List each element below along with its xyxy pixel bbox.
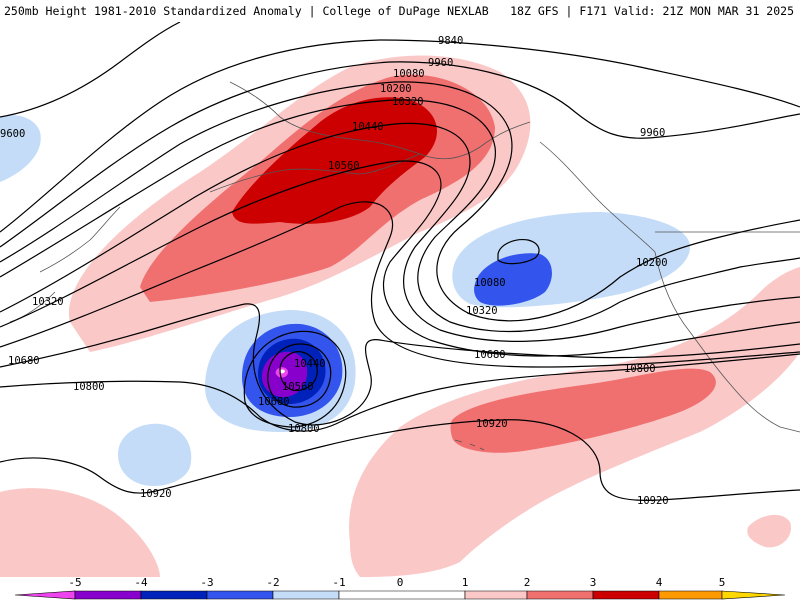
contour-10440 xyxy=(0,160,800,357)
anomaly-neg1-nw xyxy=(0,115,41,182)
contour-9840 xyxy=(0,39,800,233)
label-10560-north: 10560 xyxy=(328,160,360,172)
coast-uswest xyxy=(654,251,731,385)
colorbar-tick-labels: -5 -4 -3 -2 -1 0 1 2 3 4 5 xyxy=(68,577,725,589)
colorbar-segment xyxy=(14,590,76,600)
label-10320-west: 10320 xyxy=(32,296,64,308)
colorbar-segment xyxy=(206,590,274,600)
contour-10320 xyxy=(0,122,800,342)
contour-10560-closed xyxy=(267,343,332,408)
colorbar-tick-label: -5 xyxy=(68,577,81,589)
label-9840: 9840 xyxy=(438,35,463,47)
contour-10080-north xyxy=(0,81,800,322)
contour-10680 xyxy=(0,303,800,426)
anomaly-pos2-subtrop xyxy=(450,368,716,453)
colorbar-tick-label: 2 xyxy=(524,577,531,589)
anomaly-pos1-west xyxy=(82,274,126,311)
anomaly-pos3-north xyxy=(232,97,437,224)
colorbar-tick-label: 5 xyxy=(719,577,726,589)
label-9960-top: 9960 xyxy=(428,57,453,69)
label-10680-mid: 10680 xyxy=(474,349,506,361)
label-9600: 9600 xyxy=(0,128,25,140)
colorbar-tick-label: 4 xyxy=(656,577,663,589)
coastlines xyxy=(9,81,800,451)
colorbar-segments xyxy=(14,590,786,600)
label-10320-south: 10320 xyxy=(466,305,498,317)
colorbar-segment xyxy=(526,590,594,600)
label-10560-low: 10560 xyxy=(282,381,314,393)
label-10200-north: 10200 xyxy=(380,83,412,95)
colorbar-tick-label: 0 xyxy=(397,577,404,589)
anomaly-map: 9600 9840 9960 9960 10080 10080 10200 10… xyxy=(0,22,800,577)
label-10680-west: 10680 xyxy=(8,355,40,367)
label-10800-west: 10800 xyxy=(73,381,105,393)
label-10440-north: 10440 xyxy=(352,121,384,133)
colorbar-segment xyxy=(74,590,142,600)
label-10200-se: 10200 xyxy=(636,257,668,269)
colorbar-segment xyxy=(658,590,723,600)
contour-10800 xyxy=(0,353,800,432)
anomaly-pos1-sw xyxy=(0,488,160,577)
label-10920-west: 10920 xyxy=(140,488,172,500)
coast-hawaii xyxy=(454,439,485,451)
contour-10200 xyxy=(0,99,800,333)
colorbar: -5 -4 -3 -2 -1 0 1 2 3 4 5 xyxy=(14,577,786,600)
anomaly-neg1-cpac xyxy=(118,423,192,487)
colorbar-tick-label: -4 xyxy=(134,577,148,589)
label-10080-low: 10080 xyxy=(474,277,506,289)
contour-10680-closed xyxy=(243,330,347,428)
contour-10560 xyxy=(0,201,800,368)
colorbar-tick-label: -2 xyxy=(266,577,279,589)
colorbar-segment xyxy=(464,590,528,600)
colorbar-segment xyxy=(721,590,786,600)
coast-asia xyxy=(39,206,121,273)
colorbar-tick-label: -3 xyxy=(200,577,213,589)
label-10440-low: 10440 xyxy=(294,358,326,370)
label-10920-mid: 10920 xyxy=(476,418,508,430)
colorbar-segment xyxy=(140,590,208,600)
contour-labels: 9600 9840 9960 9960 10080 10080 10200 10… xyxy=(0,35,669,507)
anomaly-shading xyxy=(0,55,800,577)
contour-9960 xyxy=(0,61,800,248)
model-valid-time: 18Z GFS | F171 Valid: 21Z MON MAR 31 202… xyxy=(510,4,794,18)
contour-10080-closed xyxy=(497,239,540,265)
anomaly-pos1-se xyxy=(747,514,791,548)
anomaly-neg2-nepac xyxy=(474,253,552,306)
coast-bc xyxy=(539,141,656,253)
contour-9600 xyxy=(0,22,181,118)
colorbar-segment xyxy=(272,590,340,600)
coast-alaska xyxy=(229,81,531,160)
label-10920-east: 10920 xyxy=(637,495,669,507)
label-10320-north: 10320 xyxy=(392,96,424,108)
height-contours xyxy=(0,22,800,501)
colorbar-segment xyxy=(592,590,660,600)
coast-aleutians xyxy=(209,153,421,193)
label-10680-low: 10680 xyxy=(258,396,290,408)
coast-mexico xyxy=(729,383,800,433)
label-10800-east: 10800 xyxy=(624,363,656,375)
colorbar-tick-label: -1 xyxy=(332,577,345,589)
colorbar-tick-label: 3 xyxy=(590,577,597,589)
label-9960-right: 9960 xyxy=(640,127,665,139)
colorbar-tick-label: 1 xyxy=(462,577,469,589)
label-10800-low: 10800 xyxy=(288,423,320,435)
label-10080-north: 10080 xyxy=(393,68,425,80)
map-title: 250mb Height 1981-2010 Standardized Anom… xyxy=(4,4,489,18)
contour-10920 xyxy=(0,419,800,501)
contour-10440-closed xyxy=(279,351,318,392)
colorbar-segment xyxy=(338,590,466,600)
